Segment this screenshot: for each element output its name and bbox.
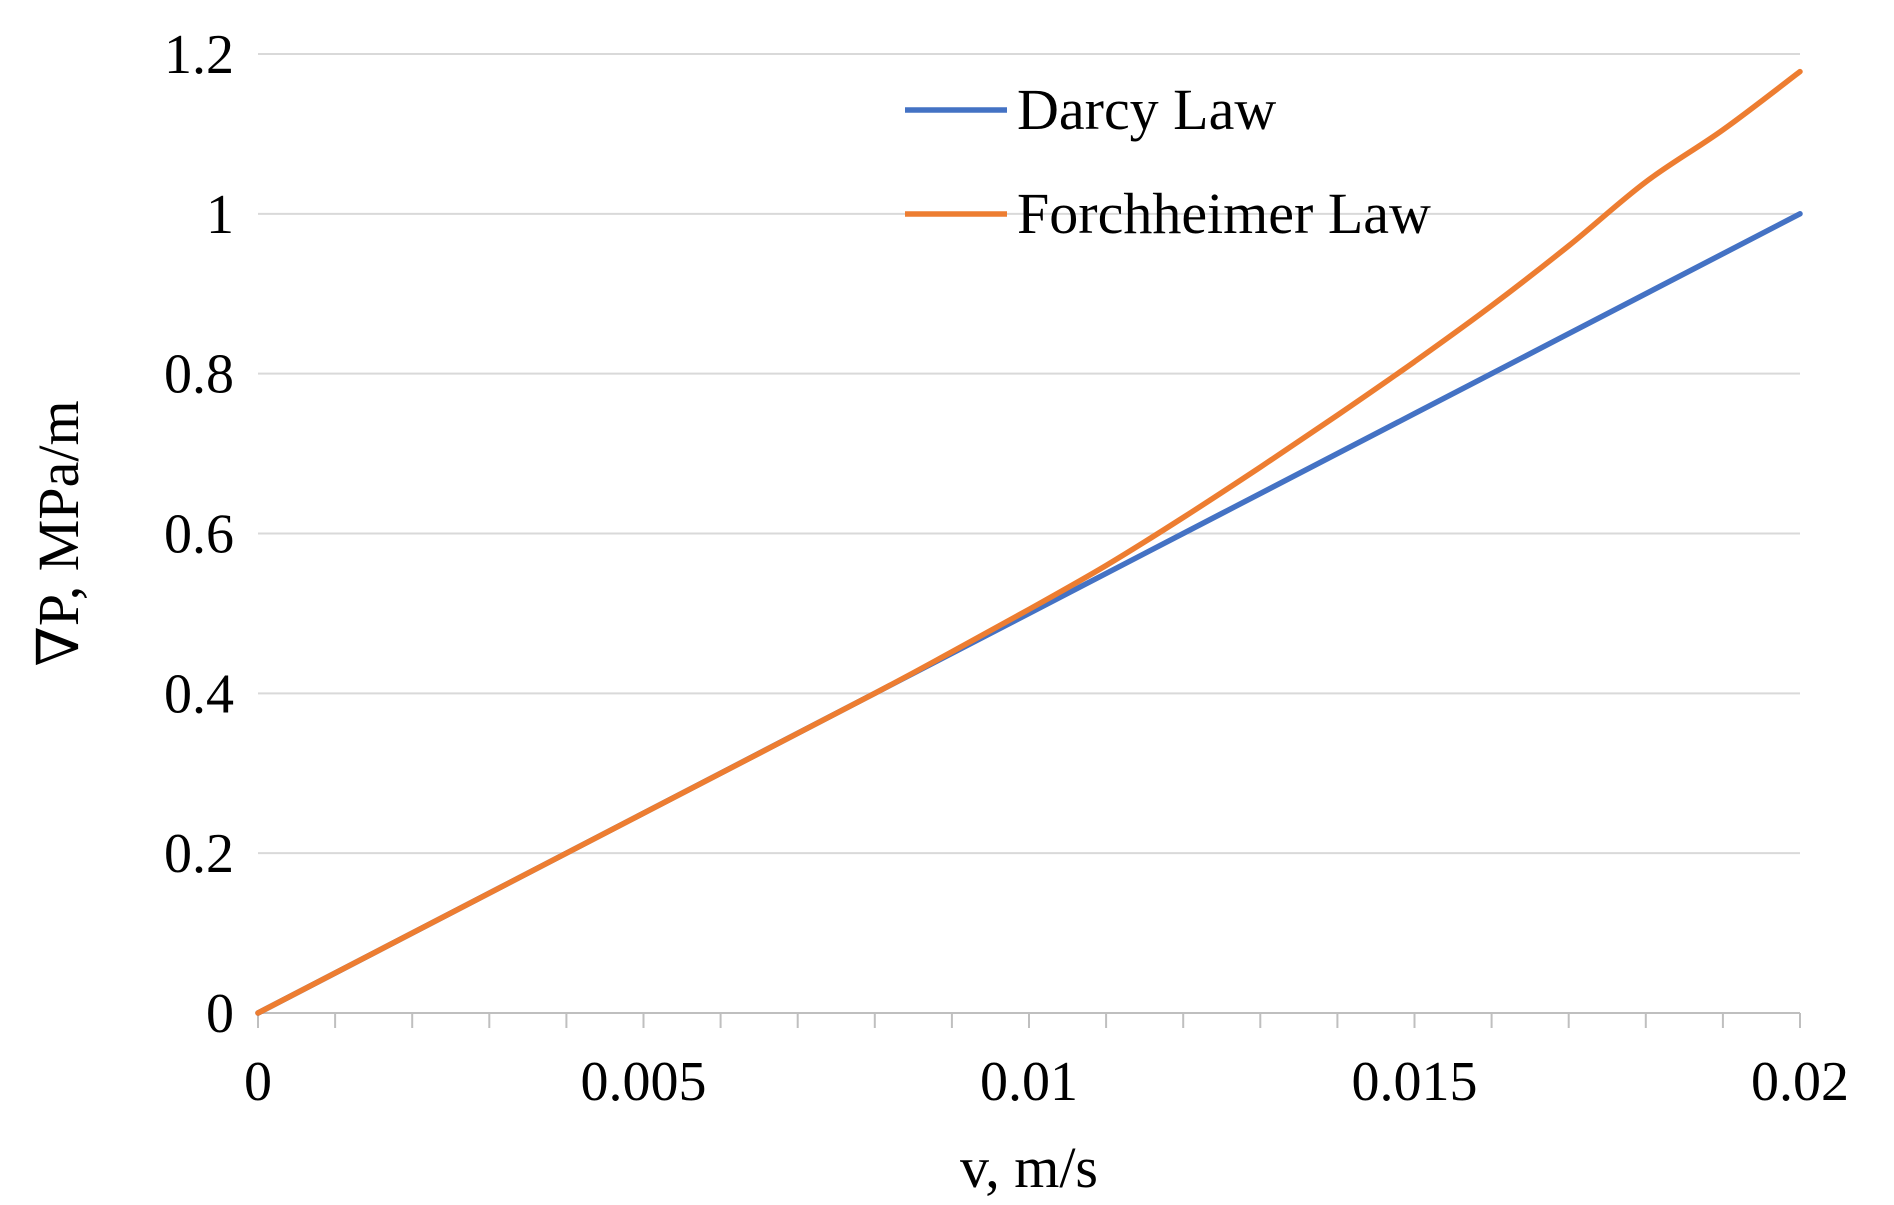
- x-tick-label: 0.015: [1352, 1051, 1478, 1113]
- y-tick-label: 0.6: [164, 504, 234, 566]
- x-tick-label: 0: [244, 1051, 272, 1113]
- legend-label: Forchheimer Law: [1017, 181, 1431, 246]
- axes: [257, 1012, 1801, 1028]
- series-lines: [255, 68, 1803, 1016]
- y-tick-label: 0: [206, 983, 234, 1045]
- y-tick-label: 0.4: [164, 663, 234, 725]
- legend: Darcy Law Forchheimer Law: [905, 77, 1431, 246]
- x-tick-label: 0.005: [581, 1051, 707, 1113]
- x-axis-title: v, m/s: [960, 1135, 1098, 1200]
- x-tick-label: 0.02: [1751, 1051, 1849, 1113]
- y-tick-label: 0.8: [164, 344, 234, 406]
- x-tick-label: 0.01: [980, 1051, 1078, 1113]
- legend-label: Darcy Law: [1017, 77, 1276, 142]
- y-axis-title: ∇P, MPa/m: [26, 400, 91, 666]
- gridlines: [258, 53, 1800, 855]
- y-tick-label: 0.2: [164, 823, 234, 885]
- tick-labels: 0 0.2 0.4 0.6 0.8 1 1.2 0 0.005 0.01 0.015 0.02: [164, 24, 1849, 1113]
- y-tick-label: 1.2: [164, 24, 234, 86]
- y-tick-label: 1: [206, 184, 234, 246]
- series-line-forchheimer: [255, 68, 1803, 1016]
